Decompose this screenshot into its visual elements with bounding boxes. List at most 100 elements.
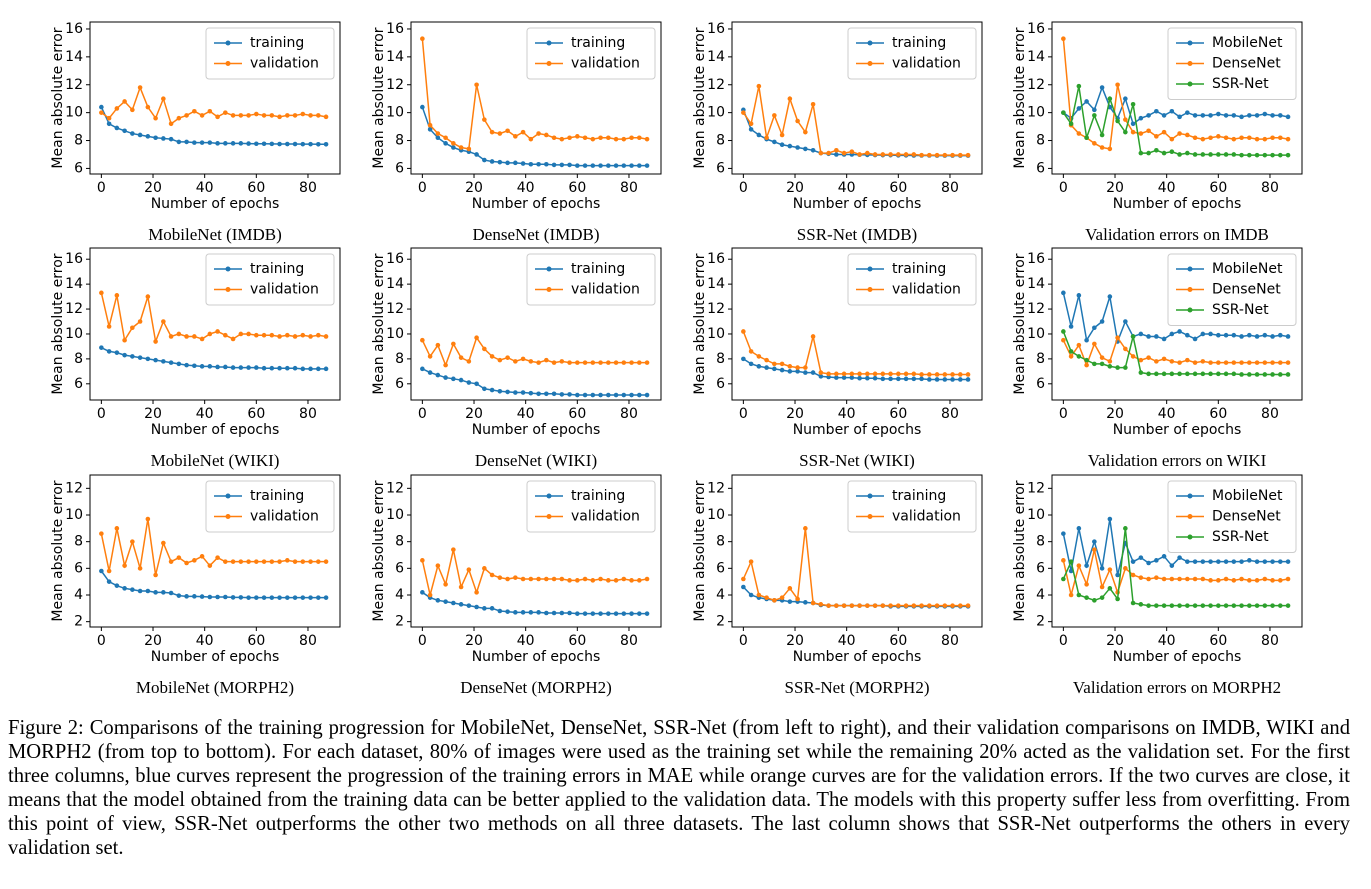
data-point <box>114 350 120 355</box>
data-point <box>285 332 290 338</box>
y-tick-label: 14 <box>65 276 83 292</box>
data-point <box>482 566 487 571</box>
data-point <box>199 113 205 118</box>
data-point <box>99 110 104 115</box>
data-point <box>772 139 777 145</box>
y-tick-label: 6 <box>716 560 725 576</box>
x-tick-label: 60 <box>568 406 586 422</box>
data-point <box>1223 371 1229 377</box>
series-line <box>421 591 648 615</box>
data-point <box>575 392 580 398</box>
data-point <box>810 147 816 153</box>
x-tick-label: 80 <box>1261 406 1279 422</box>
data-point <box>787 96 793 101</box>
data-point <box>1192 113 1198 118</box>
data-point <box>1076 342 1082 348</box>
data-point <box>427 354 433 359</box>
legend-label: validation <box>571 509 640 525</box>
y-tick-label: 8 <box>395 534 404 550</box>
data-point <box>1154 134 1159 139</box>
data-point <box>1161 113 1167 118</box>
data-point <box>316 141 321 147</box>
data-point <box>1169 149 1175 154</box>
data-point <box>629 163 634 168</box>
x-tick-label: 0 <box>1059 406 1068 422</box>
series-line <box>742 358 969 381</box>
data-point <box>1231 136 1237 142</box>
data-point <box>285 365 290 371</box>
data-point <box>880 371 886 377</box>
data-point <box>254 111 259 117</box>
data-point <box>629 611 634 616</box>
data-point <box>919 376 924 382</box>
data-point <box>888 603 893 608</box>
data-point <box>880 603 886 608</box>
data-point <box>1247 603 1252 608</box>
legend-marker <box>1187 534 1193 540</box>
data-point <box>880 376 886 382</box>
data-point <box>482 117 487 122</box>
legend-label: DenseNet <box>1212 509 1281 525</box>
data-point <box>1200 576 1206 582</box>
data-point <box>1099 584 1105 590</box>
data-point <box>1200 136 1206 142</box>
data-point <box>934 372 940 377</box>
data-point <box>927 372 932 377</box>
data-point <box>1061 110 1066 115</box>
y-tick-label: 16 <box>386 251 404 267</box>
data-point <box>130 107 135 113</box>
data-point <box>1061 576 1066 582</box>
data-point <box>756 354 762 359</box>
data-point <box>888 152 893 157</box>
data-point <box>834 152 839 157</box>
data-point <box>903 152 909 157</box>
data-point <box>1239 372 1244 377</box>
chart-title: Validation errors on WIKI <box>1088 451 1267 470</box>
y-tick-label: 10 <box>386 105 404 121</box>
data-point <box>300 366 306 372</box>
data-point <box>161 359 166 364</box>
y-tick-label: 12 <box>707 301 725 317</box>
data-point <box>1216 111 1221 117</box>
data-point <box>246 331 251 337</box>
data-point <box>458 355 464 360</box>
data-point <box>269 141 275 147</box>
y-tick-label: 6 <box>716 160 725 176</box>
data-point <box>1231 152 1237 157</box>
data-point <box>787 364 793 369</box>
data-point <box>308 334 313 339</box>
data-point <box>803 370 808 375</box>
data-point <box>644 611 650 616</box>
data-point <box>323 366 329 372</box>
data-point <box>1076 131 1082 136</box>
data-point <box>1107 146 1113 152</box>
series-line <box>422 368 648 396</box>
data-point <box>1130 559 1136 564</box>
data-point <box>1247 558 1252 563</box>
data-point <box>1239 152 1244 158</box>
data-point <box>122 128 127 134</box>
x-tick-label: 0 <box>97 633 106 649</box>
data-point <box>536 391 541 397</box>
data-point <box>497 357 503 363</box>
data-point <box>1231 332 1237 338</box>
data-point <box>1123 526 1128 531</box>
data-point <box>323 334 329 339</box>
y-tick-label: 14 <box>386 276 404 292</box>
data-point <box>567 392 572 397</box>
data-point <box>927 152 932 158</box>
data-point <box>199 336 205 342</box>
data-point <box>192 108 197 114</box>
data-point <box>207 331 213 337</box>
data-point <box>215 141 220 146</box>
data-point <box>1169 136 1175 142</box>
data-point <box>1099 355 1105 360</box>
legend-box <box>205 253 335 306</box>
data-point <box>106 121 112 127</box>
data-point <box>1123 129 1128 135</box>
data-point <box>199 554 205 559</box>
data-point <box>1092 547 1097 552</box>
data-point <box>106 115 112 121</box>
data-point <box>865 375 870 381</box>
legend-box <box>1167 480 1297 553</box>
